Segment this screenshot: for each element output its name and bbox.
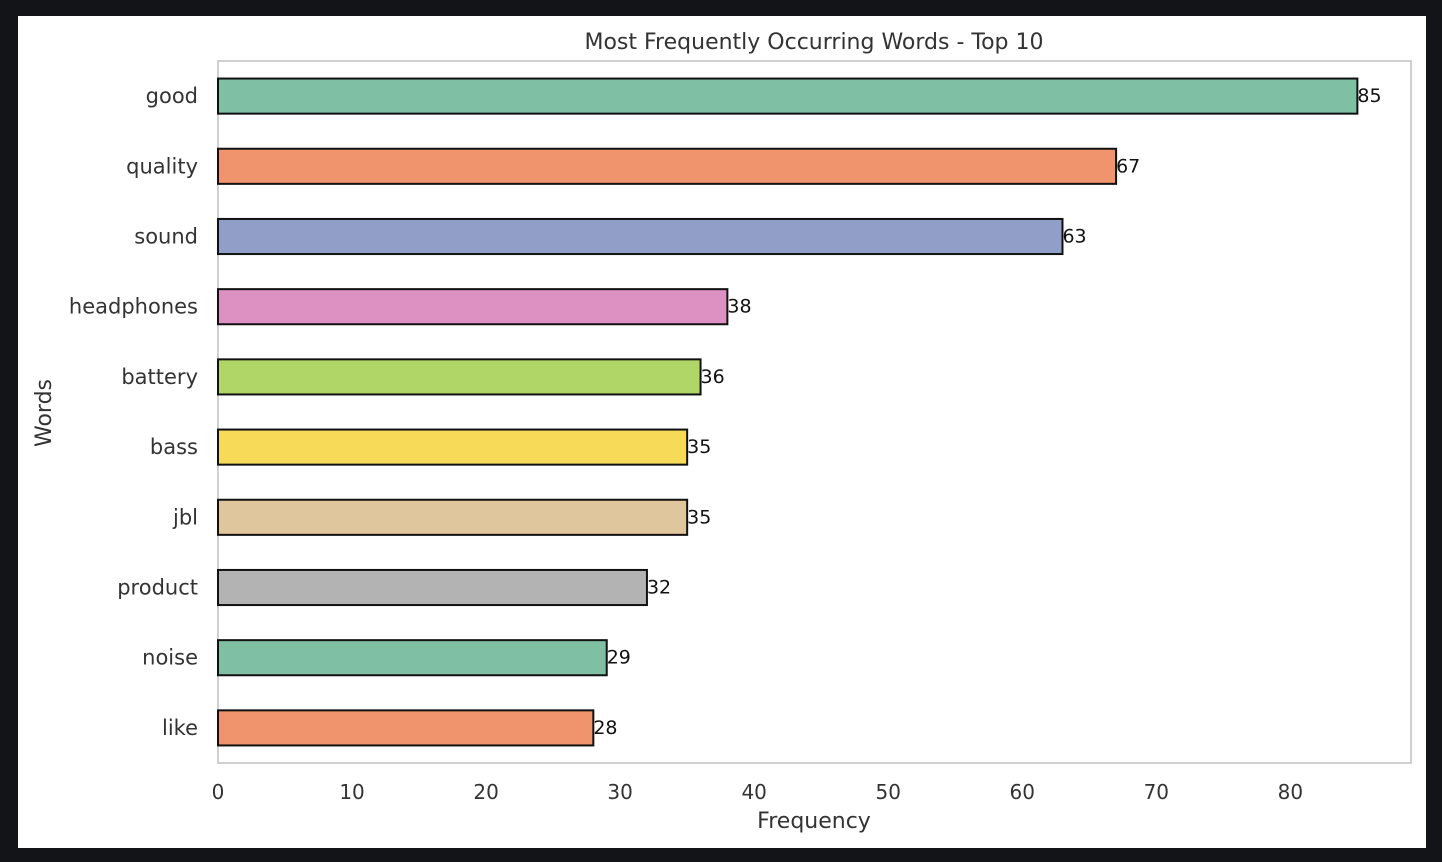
bar-value-label: 29 xyxy=(607,647,631,669)
x-tick-label: 50 xyxy=(875,780,900,804)
y-tick-label: battery xyxy=(121,365,198,389)
bar-sound xyxy=(217,217,1064,256)
x-axis-label: Frequency xyxy=(757,809,871,834)
x-tick-label: 10 xyxy=(339,780,364,804)
bar-value-label: 32 xyxy=(647,577,671,599)
x-tick-label: 80 xyxy=(1278,780,1303,804)
y-tick-label: good xyxy=(146,84,198,108)
y-tick-label: headphones xyxy=(69,295,198,319)
bar-jbl xyxy=(217,498,689,536)
x-tick-label: 70 xyxy=(1144,780,1169,804)
bar-noise xyxy=(217,639,608,677)
bar-product xyxy=(217,568,648,607)
bar-value-label: 28 xyxy=(593,717,617,739)
bars-layer: 85 67 63 38 36 35 35 32 29 28 xyxy=(217,77,1382,747)
bar-value-label: 63 xyxy=(1062,226,1086,248)
x-tick-label: 20 xyxy=(473,780,498,804)
y-tick-label: bass xyxy=(150,435,198,459)
bar-value-label: 38 xyxy=(727,296,751,318)
bar-battery xyxy=(217,358,702,396)
bar-like xyxy=(217,709,595,747)
y-tick-labels: good quality sound headphones battery bass jbl… xyxy=(69,84,198,740)
bar-quality xyxy=(217,147,1118,185)
y-tick-label: like xyxy=(162,716,198,740)
bar-good xyxy=(217,77,1359,115)
x-tick-labels: 0 10 20 30 40 50 60 70 80 xyxy=(212,780,1303,804)
y-tick-label: noise xyxy=(142,646,198,670)
bar-value-label: 36 xyxy=(701,366,725,388)
y-tick-label: quality xyxy=(126,154,198,178)
y-tick-label: product xyxy=(117,576,198,600)
plot-area-frame xyxy=(217,60,1412,764)
bar-value-label: 35 xyxy=(687,436,711,458)
x-tick-label: 30 xyxy=(607,780,632,804)
bar-bass xyxy=(217,428,689,466)
x-tick-label: 0 xyxy=(212,780,225,804)
x-tick-label: 40 xyxy=(741,780,766,804)
bar-chart: Most Frequently Occurring Words - Top 10… xyxy=(32,30,1412,834)
bar-value-label: 35 xyxy=(687,506,711,528)
bar-value-label: 85 xyxy=(1357,85,1381,107)
y-tick-label: sound xyxy=(134,225,198,249)
bar-value-label: 67 xyxy=(1116,155,1140,177)
y-axis-label: Words xyxy=(32,379,57,447)
chart-title: Most Frequently Occurring Words - Top 10 xyxy=(584,30,1043,55)
y-tick-label: jbl xyxy=(172,505,198,529)
bar-headphones xyxy=(217,288,729,326)
x-tick-label: 60 xyxy=(1010,780,1035,804)
chart-figure: Most Frequently Occurring Words - Top 10… xyxy=(18,16,1426,848)
